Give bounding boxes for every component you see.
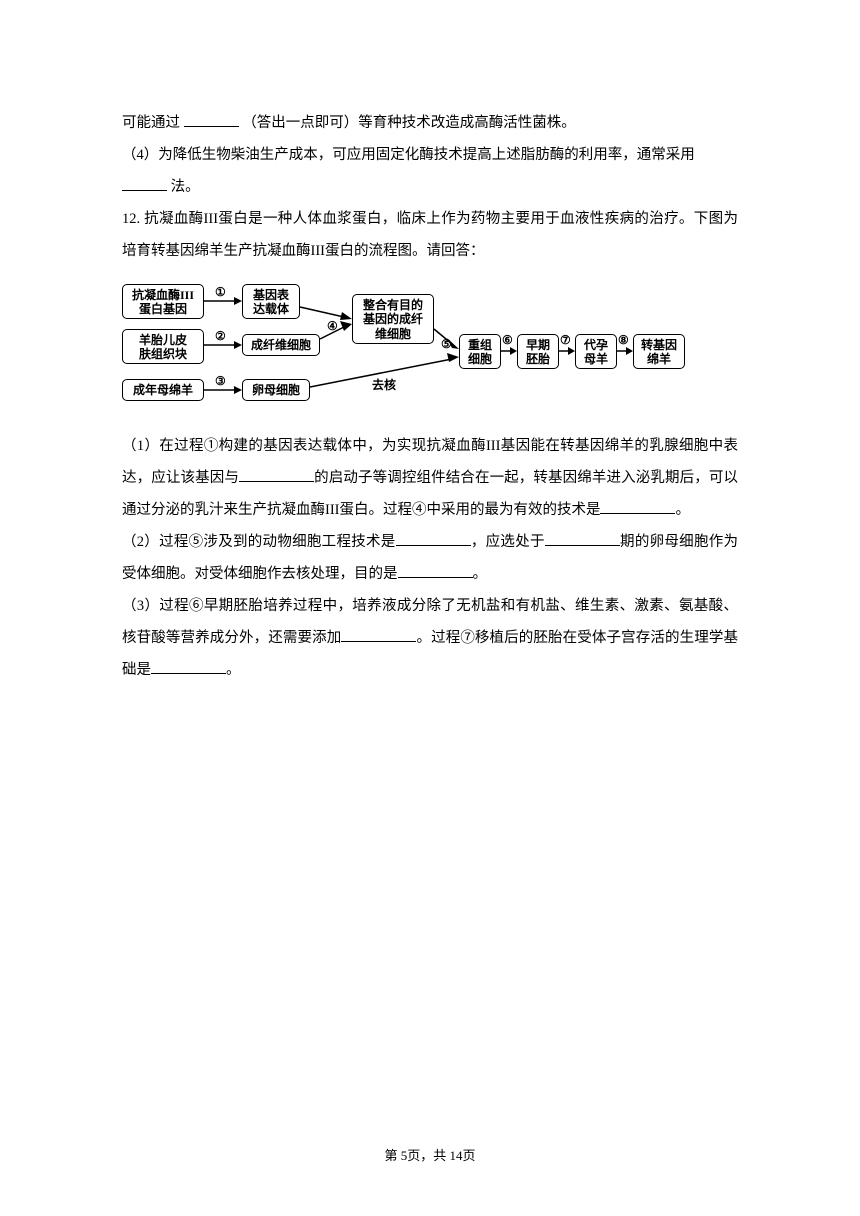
q12-sub3: （3）过程⑥早期胚胎培养过程中，培养液成分除了无机盐和有机盐、维生素、激素、氨基… <box>122 591 738 687</box>
q12-sub2-b: ，应选处于 <box>471 534 545 550</box>
q11-line1: 可能通过 （答出一点即可）等育种技术改造成高酶活性菌株。 <box>122 108 738 140</box>
q12-sub2: （2）过程⑤涉及到的动物细胞工程技术是，应选处于期的卵母细胞作为受体细胞。对受体… <box>122 527 738 591</box>
blank-field[interactable] <box>341 628 416 642</box>
flowchart-diagram: 抗凝血酶III蛋白基因 基因表达载体 羊胎儿皮肤组织块 成纤维细胞 成年母绵羊 … <box>122 279 662 419</box>
blank-field[interactable] <box>151 660 226 674</box>
blank-field[interactable] <box>396 532 471 546</box>
q11-text-a: 可能通过 <box>122 115 184 131</box>
label-4: ④ <box>327 319 338 334</box>
label-7: ⑦ <box>560 333 571 348</box>
blank-field[interactable] <box>398 564 473 578</box>
q12-intro-text: 抗凝血酶III蛋白是一种人体血浆蛋白，临床上作为药物主要用于血液性疾病的治疗。下… <box>122 211 738 259</box>
page-content: 可能通过 （答出一点即可）等育种技术改造成高酶活性菌株。 （4）为降低生物柴油生… <box>0 0 860 687</box>
q12-sub3-c: 。 <box>226 662 241 678</box>
q11-line3: 法。 <box>122 172 738 204</box>
label-denucleate: 去核 <box>372 376 396 393</box>
q12-sub1: （1）在过程①构建的基因表达载体中，为实现抗凝血酶III基因能在转基因绵羊的乳腺… <box>122 431 738 527</box>
label-2: ② <box>215 329 226 344</box>
page-footer: 第 5页，共 14页 <box>0 1145 860 1164</box>
footer-suffix: 页 <box>463 1148 476 1163</box>
q12-sub1-c: 。 <box>675 502 690 518</box>
blank-field[interactable] <box>184 113 239 127</box>
blank-field[interactable] <box>600 500 675 514</box>
blank-field[interactable] <box>545 532 620 546</box>
q12-sub2-d: 。 <box>473 566 488 582</box>
blank-field[interactable] <box>122 177 167 191</box>
arrows-svg <box>122 279 692 419</box>
label-6: ⑥ <box>502 333 513 348</box>
q12-intro: 12. 抗凝血酶III蛋白是一种人体血浆蛋白，临床上作为药物主要用于血液性疾病的… <box>122 204 738 268</box>
footer-total: 14 <box>450 1148 463 1163</box>
question-number: 12. <box>122 211 140 227</box>
q11-sub4: （4）为降低生物柴油生产成本，可应用固定化酶技术提高上述脂肪酶的利用率，通常采用 <box>122 147 695 163</box>
q11-text-b: （答出一点即可）等育种技术改造成高酶活性菌株。 <box>239 115 576 131</box>
footer-prefix: 第 <box>384 1148 400 1163</box>
footer-mid: 页，共 <box>407 1148 449 1163</box>
q11-text-3b: 法。 <box>167 179 200 195</box>
q12-sub2-a: （2）过程⑤涉及到的动物细胞工程技术是 <box>122 534 396 550</box>
q11-line2: （4）为降低生物柴油生产成本，可应用固定化酶技术提高上述脂肪酶的利用率，通常采用 <box>122 140 738 172</box>
label-1: ① <box>215 285 226 300</box>
label-8: ⑧ <box>618 333 629 348</box>
label-5: ⑤ <box>441 337 452 352</box>
blank-field[interactable] <box>239 468 314 482</box>
label-3: ③ <box>215 374 226 389</box>
